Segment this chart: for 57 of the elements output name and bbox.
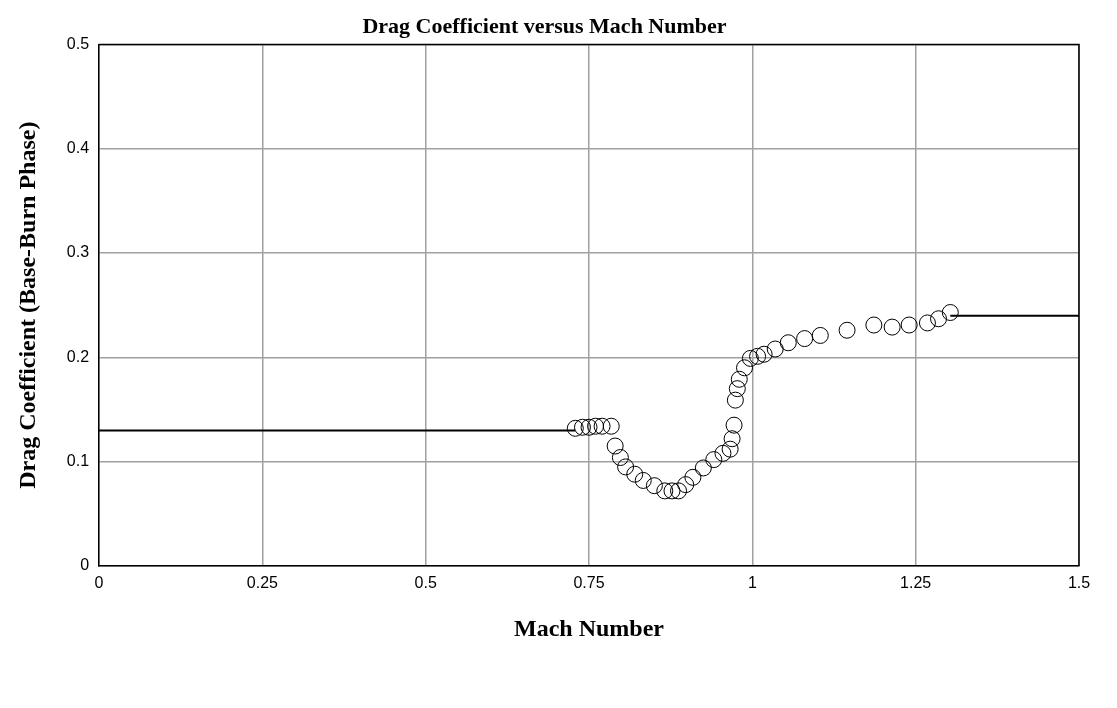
point	[714, 444, 732, 462]
point	[728, 380, 746, 398]
x-tick-label: 1.5	[1067, 574, 1091, 592]
point	[611, 449, 629, 467]
point	[705, 451, 723, 469]
y-tick-label: 0.2	[66, 347, 90, 365]
point	[645, 477, 663, 495]
x-tick-label: 0	[94, 574, 104, 592]
point	[796, 330, 814, 348]
y-axis-title: Drag Coefficient (Base-Burn Phase)	[13, 121, 40, 489]
x-tick-label: 1	[747, 574, 757, 592]
x-tick-label: 0.75	[573, 574, 605, 592]
point	[779, 334, 797, 352]
point	[593, 417, 611, 435]
point	[580, 418, 598, 436]
point	[741, 349, 759, 367]
point	[663, 482, 681, 500]
x-axis-title: Mach Number	[514, 614, 665, 641]
x-tick-label: 0.25	[246, 574, 279, 592]
point	[617, 458, 635, 476]
x-tick-label: 0.5	[414, 574, 437, 592]
y-tick-label: 0.1	[66, 452, 90, 470]
point	[656, 482, 674, 500]
x-tick-label: 1.25	[900, 574, 932, 592]
point	[566, 419, 584, 437]
point	[941, 304, 959, 321]
point	[573, 418, 591, 436]
point	[883, 318, 901, 336]
y-tick-label: 0	[80, 556, 90, 574]
chart-title: Drag Coefficient versus Mach Number	[362, 12, 727, 38]
point	[811, 326, 829, 344]
point	[694, 459, 712, 477]
point	[587, 417, 605, 435]
point	[749, 347, 767, 365]
point	[865, 316, 883, 334]
y-tick-label: 0.3	[66, 243, 90, 261]
point	[677, 476, 695, 494]
point	[721, 440, 739, 458]
point	[634, 471, 652, 489]
point	[626, 465, 644, 483]
point	[606, 437, 624, 455]
point	[723, 430, 741, 448]
point	[602, 417, 620, 435]
y-tick-label: 0.4	[66, 139, 90, 157]
point	[730, 370, 748, 388]
point	[930, 310, 948, 328]
point	[725, 416, 743, 434]
point	[726, 391, 744, 409]
point	[918, 314, 936, 332]
point	[900, 316, 918, 334]
point	[755, 345, 773, 363]
point	[670, 482, 688, 500]
y-tick-label: 0.5	[66, 34, 90, 52]
point	[838, 321, 856, 339]
point	[684, 468, 702, 486]
point	[736, 359, 754, 377]
point	[766, 340, 784, 358]
